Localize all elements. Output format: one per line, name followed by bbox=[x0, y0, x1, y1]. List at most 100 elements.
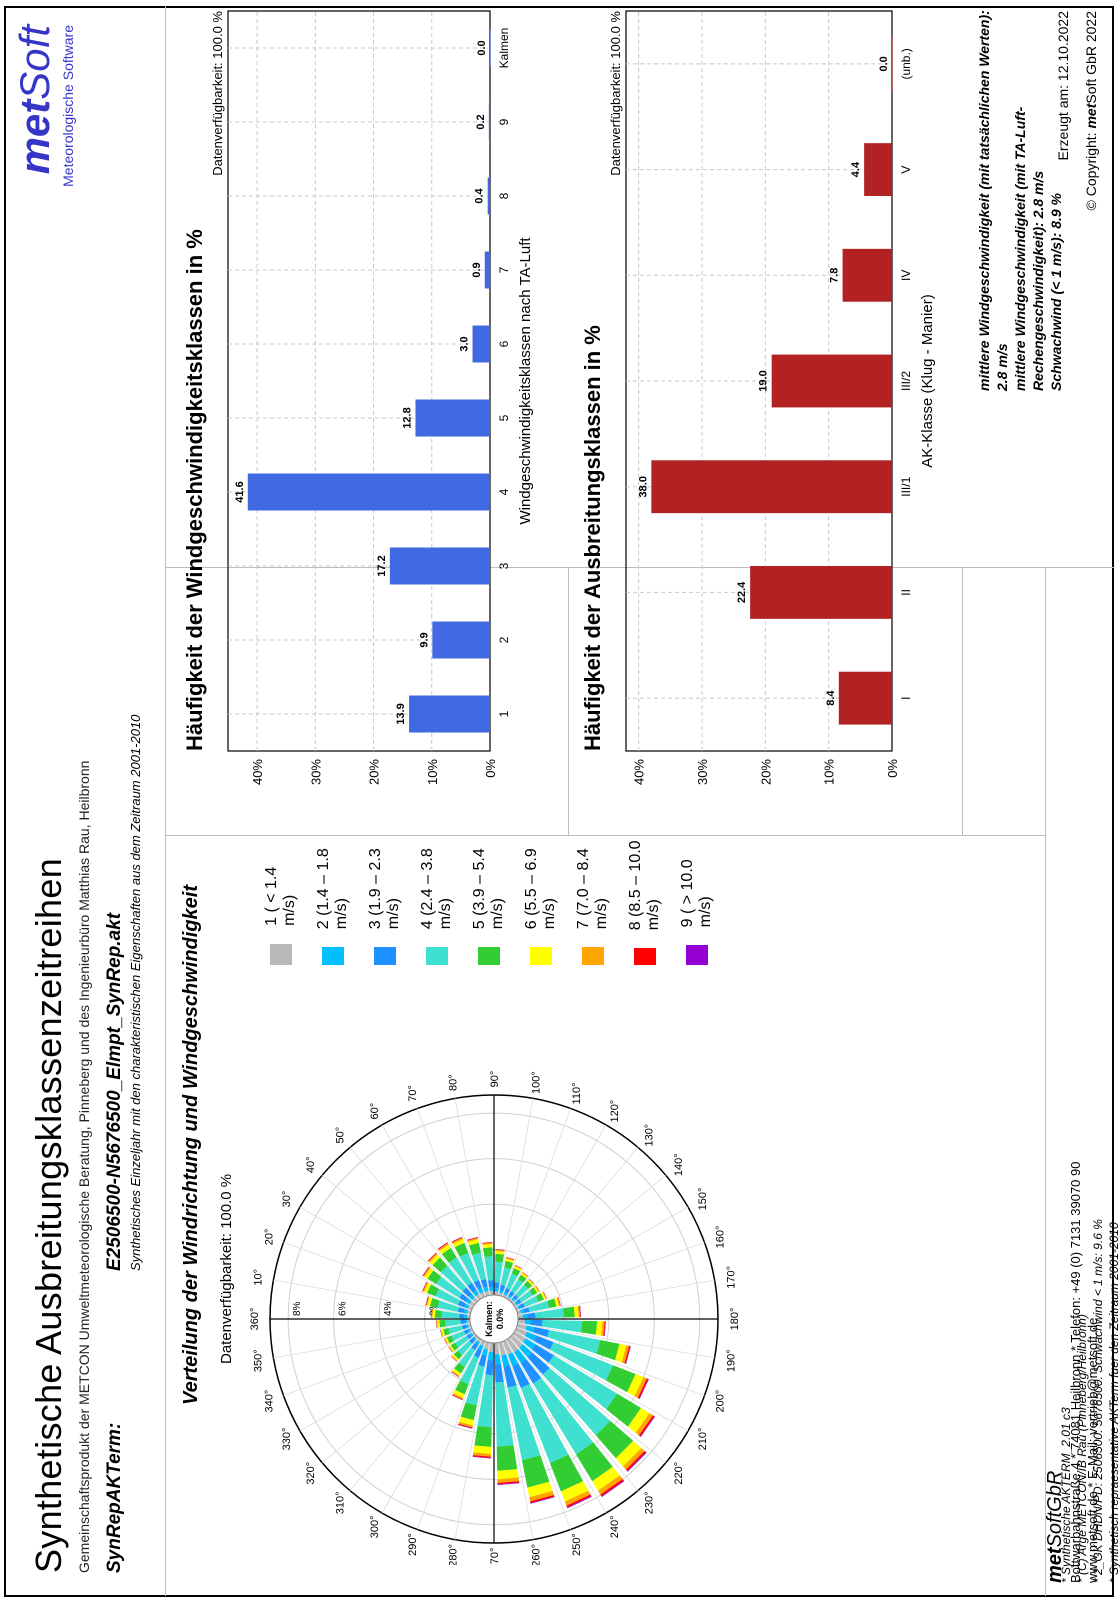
rose-petal-segment bbox=[468, 1293, 475, 1300]
rose-petal-segment bbox=[467, 1328, 471, 1333]
rose-petal-segment bbox=[480, 1279, 488, 1288]
legend-item: 9 ( > 10.0 m/s) bbox=[679, 835, 714, 965]
rose-petal-segment bbox=[603, 1321, 606, 1337]
note-line: * Synthetisch repraesentative AKTerm fue… bbox=[1107, 1222, 1120, 1583]
rose-spoke bbox=[454, 1098, 491, 1296]
rose-petal-segment bbox=[510, 1279, 524, 1294]
rose-petal-segment bbox=[457, 1300, 466, 1308]
rose-petal-segment bbox=[477, 1344, 484, 1351]
chart-xtick: III/2 bbox=[899, 371, 913, 391]
rose-petal-segment bbox=[515, 1327, 527, 1337]
rose-petal-segment bbox=[467, 1319, 471, 1324]
rose-petal-segment bbox=[508, 1291, 515, 1297]
rose-petal-segment bbox=[581, 1320, 598, 1335]
rose-petal-segment bbox=[473, 1445, 492, 1454]
rose-petal-segment bbox=[528, 1278, 535, 1285]
rose-spoke bbox=[517, 1322, 715, 1359]
rose-petal-segment bbox=[497, 1469, 519, 1480]
rose-petal-segment bbox=[522, 1307, 530, 1314]
rose-petal-segment bbox=[519, 1290, 533, 1303]
rose-petal-segment bbox=[482, 1243, 493, 1248]
footer-copyright: © Copyright: metSoft GbR 2022 bbox=[1083, 11, 1099, 281]
rose-petal-segment bbox=[519, 1303, 525, 1309]
chart-bar bbox=[484, 251, 491, 289]
rose-petal-segment bbox=[509, 1299, 514, 1304]
rose-petal-segment bbox=[435, 1320, 437, 1328]
legend-swatch bbox=[634, 948, 656, 965]
rose-petal-segment bbox=[514, 1264, 522, 1269]
rose-petal-segment bbox=[503, 1291, 509, 1296]
rose-direction-label: 240° bbox=[609, 1515, 621, 1538]
rose-petal-segment bbox=[449, 1345, 455, 1352]
legend-label: 7 (7.0 – 8.4 m/s) bbox=[575, 848, 610, 930]
chart-data-label: 13.9 bbox=[395, 703, 407, 724]
chart-subtitle: Datenverfügbarkeit: 100.0 % bbox=[210, 11, 225, 176]
rose-direction-label: 210° bbox=[697, 1428, 709, 1451]
rose-petal-segment bbox=[424, 1282, 432, 1294]
chart-title: Häufigkeit der Windgeschwindigkeitsklass… bbox=[182, 229, 207, 751]
stat-line: mittlere Windgeschwindigkeit (mit TA-Luf… bbox=[1012, 106, 1046, 391]
speed-class-chart-root: Häufigkeit der Windgeschwindigkeitsklass… bbox=[182, 10, 534, 785]
rose-petal-segment bbox=[451, 1236, 463, 1242]
rose-petal-segment bbox=[634, 1377, 647, 1399]
chart-bar bbox=[490, 29, 491, 67]
rose-spoke bbox=[299, 1206, 474, 1308]
brand-met: met bbox=[11, 99, 58, 175]
chart-ytick: 30% bbox=[695, 759, 710, 785]
rose-petal-segment bbox=[482, 1241, 493, 1244]
rose-petal-segment bbox=[478, 1354, 487, 1367]
chart-data-label: 0.2 bbox=[475, 114, 487, 129]
chart-ytick: 40% bbox=[250, 759, 265, 785]
rose-petal-segment bbox=[451, 1371, 459, 1378]
footer-address: Bottwarbahnstraße 4 * 74081 Heilbronn * … bbox=[1068, 1161, 1083, 1583]
rose-petal-segment bbox=[556, 1297, 561, 1307]
rose-spoke bbox=[283, 1242, 472, 1312]
rose-direction-label: 330° bbox=[281, 1428, 293, 1451]
rose-petal-segment bbox=[452, 1393, 464, 1400]
chart-data-label: 9.9 bbox=[418, 632, 430, 647]
rose-petal-segment bbox=[560, 1481, 589, 1502]
rose-direction-label: 160° bbox=[715, 1226, 727, 1249]
rose-petal-segment bbox=[503, 1365, 517, 1388]
rose-petal-segment bbox=[495, 1249, 505, 1252]
rose-petal-segment bbox=[522, 1272, 529, 1277]
rose-petal-segment bbox=[448, 1325, 464, 1335]
rose-petal-segment bbox=[527, 1279, 534, 1286]
rose-petal-segment bbox=[507, 1352, 519, 1367]
rose-petal-segment bbox=[436, 1320, 438, 1328]
rose-spoke bbox=[417, 1341, 487, 1530]
rose-petal-segment bbox=[527, 1312, 536, 1319]
chart-data-label: 38.0 bbox=[637, 476, 649, 497]
rose-petal-segment bbox=[467, 1239, 479, 1246]
rose-petal-segment bbox=[437, 1242, 448, 1250]
legend-swatch bbox=[686, 945, 708, 965]
chart-xtick: (unb.) bbox=[899, 48, 913, 79]
chart-bar bbox=[472, 325, 490, 363]
rose-spoke bbox=[497, 1098, 534, 1296]
rose-petal-segment bbox=[514, 1265, 522, 1270]
rose-petal-segment bbox=[472, 1252, 487, 1281]
rose-petal-segment bbox=[471, 1331, 476, 1336]
rose-petal-segment bbox=[564, 1490, 591, 1506]
rose-direction-label: 250° bbox=[571, 1533, 583, 1556]
rose-petal-segment bbox=[522, 1271, 529, 1277]
chart-xtick: II bbox=[899, 589, 913, 596]
rose-petal-segment bbox=[484, 1290, 490, 1297]
chart-data-label: 3.0 bbox=[459, 336, 471, 351]
rose-direction-label: 120° bbox=[609, 1100, 621, 1123]
rose-petal-segment bbox=[497, 1477, 520, 1483]
rose-spoke bbox=[505, 1339, 607, 1514]
chart-data-label: 4.4 bbox=[850, 161, 862, 177]
brand-soft: Soft bbox=[11, 25, 58, 100]
divider-header bbox=[165, 6, 166, 1596]
rose-petal-segment bbox=[482, 1242, 493, 1245]
rose-petal-segment bbox=[523, 1295, 539, 1307]
legend-item: 5 (3.9 – 5.4 m/s) bbox=[471, 835, 506, 965]
rose-petal-segment bbox=[542, 1291, 547, 1299]
rose-petal-segment bbox=[535, 1285, 540, 1292]
speed-class-chart: Häufigkeit der Windgeschwindigkeitsklass… bbox=[182, 10, 534, 785]
rose-petal-segment bbox=[516, 1298, 522, 1305]
rose-petal-segment bbox=[494, 1261, 503, 1283]
rose-petal-segment bbox=[507, 1385, 541, 1461]
chart-data-label: 22.4 bbox=[736, 581, 748, 603]
